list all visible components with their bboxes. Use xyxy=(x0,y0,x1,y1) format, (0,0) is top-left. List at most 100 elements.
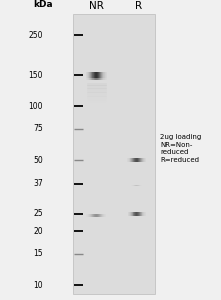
Bar xyxy=(92,78,93,80)
Bar xyxy=(95,78,96,80)
Bar xyxy=(73,14,155,294)
Bar xyxy=(92,72,93,78)
Bar xyxy=(94,78,95,80)
Bar xyxy=(93,72,94,78)
Bar xyxy=(98,72,99,78)
Bar xyxy=(99,78,100,80)
Bar xyxy=(101,78,102,80)
Bar xyxy=(99,214,100,217)
Text: 250: 250 xyxy=(29,31,43,40)
Bar xyxy=(138,212,139,216)
Bar xyxy=(138,185,139,187)
Bar xyxy=(95,214,96,217)
Bar xyxy=(134,212,135,216)
Bar xyxy=(139,158,140,163)
Bar xyxy=(94,72,95,78)
Bar xyxy=(104,78,105,80)
Bar xyxy=(105,214,106,217)
Bar xyxy=(102,214,103,217)
Bar xyxy=(135,185,136,187)
Bar xyxy=(136,185,137,187)
Bar xyxy=(89,78,90,80)
Bar xyxy=(96,78,97,80)
Bar xyxy=(93,78,94,80)
Bar xyxy=(96,72,97,78)
Bar xyxy=(103,72,104,78)
Bar xyxy=(97,72,98,78)
Bar xyxy=(133,158,134,163)
Bar xyxy=(87,78,88,80)
Text: 15: 15 xyxy=(33,249,43,258)
Bar xyxy=(134,158,135,163)
Text: 75: 75 xyxy=(33,124,43,133)
Bar xyxy=(137,185,138,187)
Bar xyxy=(87,72,88,78)
Bar xyxy=(106,78,107,80)
Bar xyxy=(89,214,90,217)
Text: R: R xyxy=(135,1,142,11)
Bar xyxy=(106,72,107,78)
Bar xyxy=(100,78,101,80)
Bar xyxy=(142,212,143,216)
Bar xyxy=(135,158,136,163)
Bar xyxy=(102,78,103,80)
Bar xyxy=(104,72,105,78)
Bar xyxy=(127,158,128,163)
Bar xyxy=(143,158,144,163)
Bar xyxy=(134,185,135,187)
Bar xyxy=(132,185,133,187)
Bar xyxy=(101,72,102,78)
Bar xyxy=(141,185,142,187)
Bar xyxy=(131,158,132,163)
Bar xyxy=(143,212,144,216)
Bar xyxy=(133,212,134,216)
Bar xyxy=(88,78,89,80)
Bar xyxy=(90,72,91,78)
Bar xyxy=(139,185,140,187)
Bar xyxy=(140,212,141,216)
Bar xyxy=(131,185,132,187)
Text: NR: NR xyxy=(89,1,104,11)
Bar xyxy=(100,214,101,217)
Bar xyxy=(92,214,93,217)
Bar xyxy=(139,212,140,216)
Bar xyxy=(133,185,134,187)
Bar xyxy=(90,78,91,80)
Bar xyxy=(105,72,106,78)
Bar xyxy=(135,212,136,216)
Bar xyxy=(138,158,139,163)
Bar xyxy=(88,214,89,217)
Text: 25: 25 xyxy=(33,209,43,218)
Bar xyxy=(137,158,138,163)
Bar xyxy=(90,214,91,217)
Bar xyxy=(101,214,102,217)
Text: 37: 37 xyxy=(33,179,43,188)
Bar xyxy=(130,158,131,163)
Bar xyxy=(91,214,92,217)
Bar xyxy=(91,72,92,78)
Bar xyxy=(89,72,90,78)
Bar xyxy=(86,72,87,78)
Bar xyxy=(141,158,142,163)
Bar xyxy=(130,212,131,216)
Bar xyxy=(102,72,103,78)
Bar xyxy=(131,212,132,216)
Bar xyxy=(97,78,98,80)
Bar xyxy=(95,72,96,78)
Text: 2ug loading
NR=Non-
reduced
R=reduced: 2ug loading NR=Non- reduced R=reduced xyxy=(160,134,202,163)
Bar xyxy=(137,212,138,216)
Text: 150: 150 xyxy=(29,70,43,80)
Text: 20: 20 xyxy=(33,227,43,236)
Bar xyxy=(98,78,99,80)
Text: kDa: kDa xyxy=(33,0,53,9)
Bar xyxy=(87,214,88,217)
Bar xyxy=(141,212,142,216)
Text: 50: 50 xyxy=(33,156,43,165)
Bar xyxy=(144,212,145,216)
Bar xyxy=(99,72,100,78)
Text: 100: 100 xyxy=(29,102,43,111)
Bar xyxy=(94,214,95,217)
Bar xyxy=(105,78,106,80)
Bar xyxy=(128,158,129,163)
Bar xyxy=(104,214,105,217)
